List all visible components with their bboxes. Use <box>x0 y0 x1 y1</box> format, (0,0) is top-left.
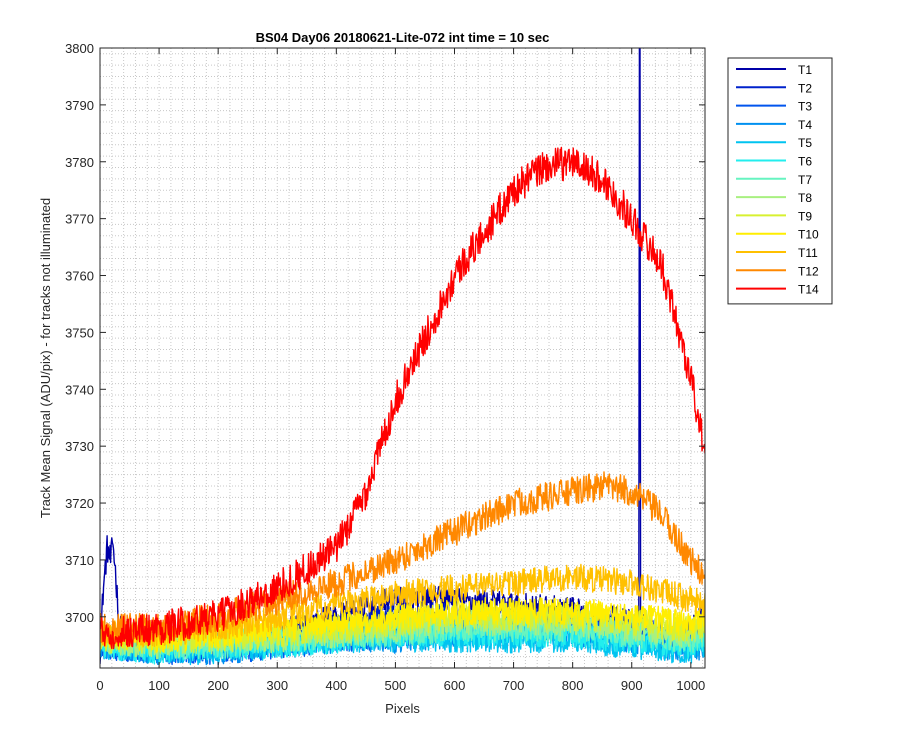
x-tick-label: 700 <box>503 678 525 693</box>
legend-label-t14: T14 <box>798 283 819 297</box>
legend: T1 T2 T3 T4 T5 T6 T7 T8 T9 T10 T11 T12 T14 <box>727 57 833 305</box>
y-tick-label: 3750 <box>65 325 94 340</box>
x-tick-label: 500 <box>385 678 407 693</box>
legend-label-t8: T8 <box>798 191 812 205</box>
axis-ticks: 0 100 200 300 400 500 600 700 800 900 1000 3700 3710… <box>65 41 705 693</box>
y-tick-label: 3780 <box>65 155 94 170</box>
y-tick-label: 3800 <box>65 41 94 56</box>
legend-label-t2: T2 <box>798 81 812 95</box>
legend-label-t10: T10 <box>798 228 819 242</box>
y-tick-label: 3770 <box>65 212 94 227</box>
y-tick-label: 3710 <box>65 553 94 568</box>
series-line-t10 <box>100 597 705 653</box>
x-tick-label: 800 <box>562 678 584 693</box>
legend-box <box>727 57 833 305</box>
x-tick-label: 400 <box>325 678 347 693</box>
x-tick-label: 600 <box>444 678 466 693</box>
legend-label-t9: T9 <box>798 209 812 223</box>
legend-label-t3: T3 <box>798 100 812 114</box>
legend-label-t6: T6 <box>798 155 812 169</box>
x-tick-label: 0 <box>96 678 103 693</box>
y-tick-label: 3730 <box>65 439 94 454</box>
x-axis-label: Pixels <box>385 701 420 716</box>
x-tick-label: 200 <box>207 678 229 693</box>
series-line-t14 <box>100 146 705 650</box>
legend-label-t7: T7 <box>798 173 812 187</box>
legend-label-t4: T4 <box>798 118 812 132</box>
y-tick-label: 3760 <box>65 269 94 284</box>
x-tick-label: 300 <box>266 678 288 693</box>
legend-label-t5: T5 <box>798 136 812 150</box>
y-tick-label: 3790 <box>65 98 94 113</box>
legend-label-t1: T1 <box>798 63 812 77</box>
y-tick-label: 3720 <box>65 496 94 511</box>
legend-label-t11: T11 <box>798 246 818 260</box>
series-layer <box>100 48 705 666</box>
y-tick-label: 3740 <box>65 382 94 397</box>
chart-title: BS04 Day06 20180621-Lite-072 int time = … <box>256 30 550 45</box>
x-tick-label: 1000 <box>676 678 705 693</box>
plot-area-frame <box>99 47 706 669</box>
legend-label-t12: T12 <box>798 264 819 278</box>
y-axis-label: Track Mean Signal (ADU/pix) - for tracks… <box>38 198 53 518</box>
x-tick-label: 100 <box>148 678 170 693</box>
x-tick-label: 900 <box>621 678 643 693</box>
y-tick-label: 3700 <box>65 610 94 625</box>
